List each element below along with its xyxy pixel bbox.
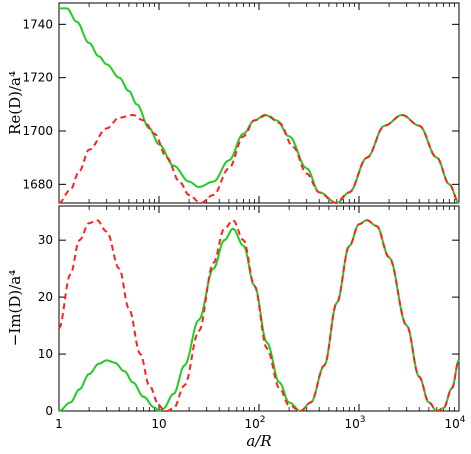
top-series-solid-line	[59, 7, 460, 205]
x-tick-label: 102	[244, 415, 265, 431]
top-y-tick-label: 1720	[22, 71, 53, 85]
bottom-panel: 0 10 20 30 1 10 102 103 104 −Im(D)/a⁴ a/R	[6, 205, 466, 450]
top-y-tick-label: 1680	[22, 177, 53, 191]
top-series-dashed-line	[58, 113, 460, 205]
bottom-y-tick-label: 0	[45, 404, 53, 418]
top-y-axis-label: Re(D)/a⁴	[6, 71, 24, 135]
x-tick-label: 103	[344, 415, 365, 431]
x-tick-label: 10	[151, 417, 166, 431]
top-y-tick-label: 1740	[22, 17, 53, 31]
top-plot-frame	[58, 2, 460, 204]
x-tick-label: 104	[444, 415, 465, 431]
top-series	[58, 7, 460, 205]
bottom-y-tick-label: 10	[38, 347, 53, 361]
bottom-series	[58, 219, 460, 413]
x-tick-label: 1	[55, 417, 63, 431]
top-panel: 1680 1700 1720 1740 Re(D)/a⁴	[6, 2, 460, 205]
bottom-ticks: 0 10 20 30 1 10 102 103 104	[38, 206, 466, 431]
x-axis-label: a/R	[246, 432, 271, 450]
bottom-series-dashed-line	[58, 219, 460, 413]
top-y-tick-label: 1700	[22, 124, 53, 138]
bottom-y-tick-label: 30	[38, 233, 53, 247]
top-ticks: 1680 1700 1720 1740	[22, 3, 460, 203]
bottom-y-axis-label: −Im(D)/a⁴	[6, 270, 24, 346]
bottom-y-tick-label: 20	[38, 290, 53, 304]
bottom-series-solid-line	[58, 219, 460, 413]
